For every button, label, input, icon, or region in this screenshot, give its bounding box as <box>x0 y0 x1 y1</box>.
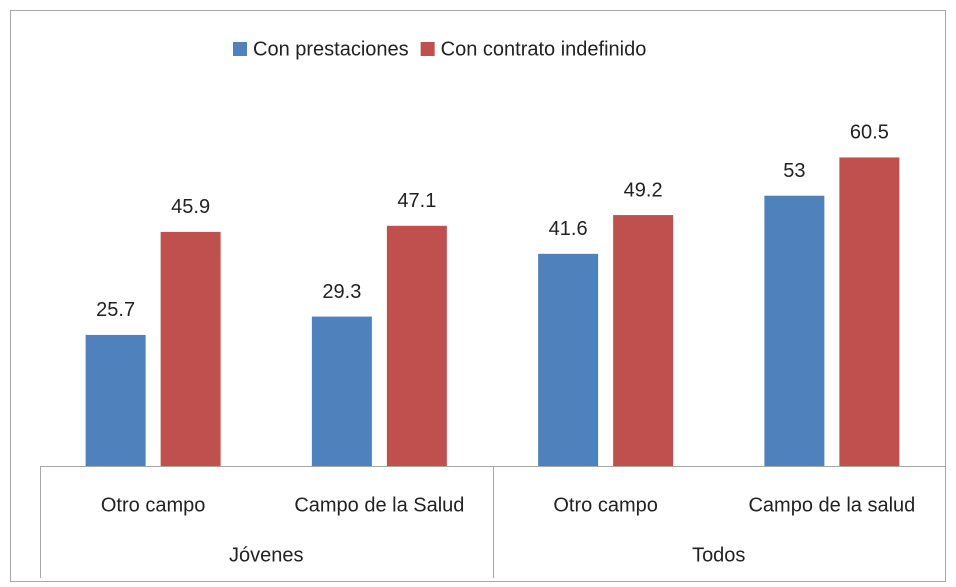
bar <box>839 157 900 466</box>
group-label: Todos <box>692 544 745 566</box>
data-label: 47.1 <box>397 190 436 212</box>
legend-swatch <box>420 42 435 56</box>
data-label: 49.2 <box>624 179 663 201</box>
bar <box>160 231 221 466</box>
data-label: 29.3 <box>322 281 361 303</box>
bar <box>764 195 825 466</box>
x-tick-label: Campo de la salud <box>748 494 915 516</box>
x-tick-label: Otro campo <box>553 494 657 516</box>
legend-label: Con contrato indefinido <box>441 38 647 60</box>
data-label: 60.5 <box>850 122 889 144</box>
data-label: 45.9 <box>171 196 210 218</box>
data-label: 41.6 <box>549 218 588 240</box>
bar <box>311 316 372 466</box>
x-tick-label: Otro campo <box>101 494 205 516</box>
x-tick-label: Campo de la Salud <box>294 494 464 516</box>
bar <box>85 334 146 466</box>
data-label: 53 <box>783 160 805 182</box>
legend-label: Con prestaciones <box>253 38 409 60</box>
group-label: Jóvenes <box>229 544 304 566</box>
bar <box>538 253 599 466</box>
bar <box>613 215 674 466</box>
bar <box>386 225 447 466</box>
data-label: 25.7 <box>96 299 135 321</box>
legend-swatch <box>233 42 247 56</box>
